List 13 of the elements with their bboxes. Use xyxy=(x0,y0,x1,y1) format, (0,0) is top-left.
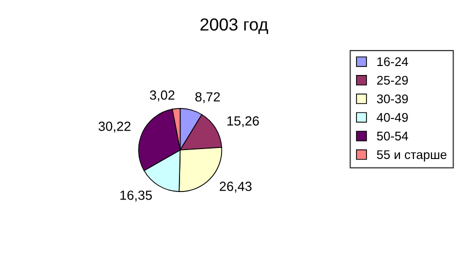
legend-label: 50-54 xyxy=(376,132,408,140)
data-label: 15,26 xyxy=(227,116,259,128)
data-label: 30,22 xyxy=(98,122,130,133)
legend-label: 30-39 xyxy=(376,94,408,104)
data-label: 16,35 xyxy=(120,190,152,202)
legend-label: 40-49 xyxy=(376,113,408,122)
legend-label: 55 и старше xyxy=(376,150,446,162)
legend-label: 25-29 xyxy=(377,76,408,85)
data-label: 8,72 xyxy=(195,92,220,104)
legend-label: 16-24 xyxy=(377,57,408,66)
chart-title: 2003 год xyxy=(200,18,268,34)
data-label: 26,43 xyxy=(220,182,252,193)
data-label: 3,02 xyxy=(150,90,174,102)
